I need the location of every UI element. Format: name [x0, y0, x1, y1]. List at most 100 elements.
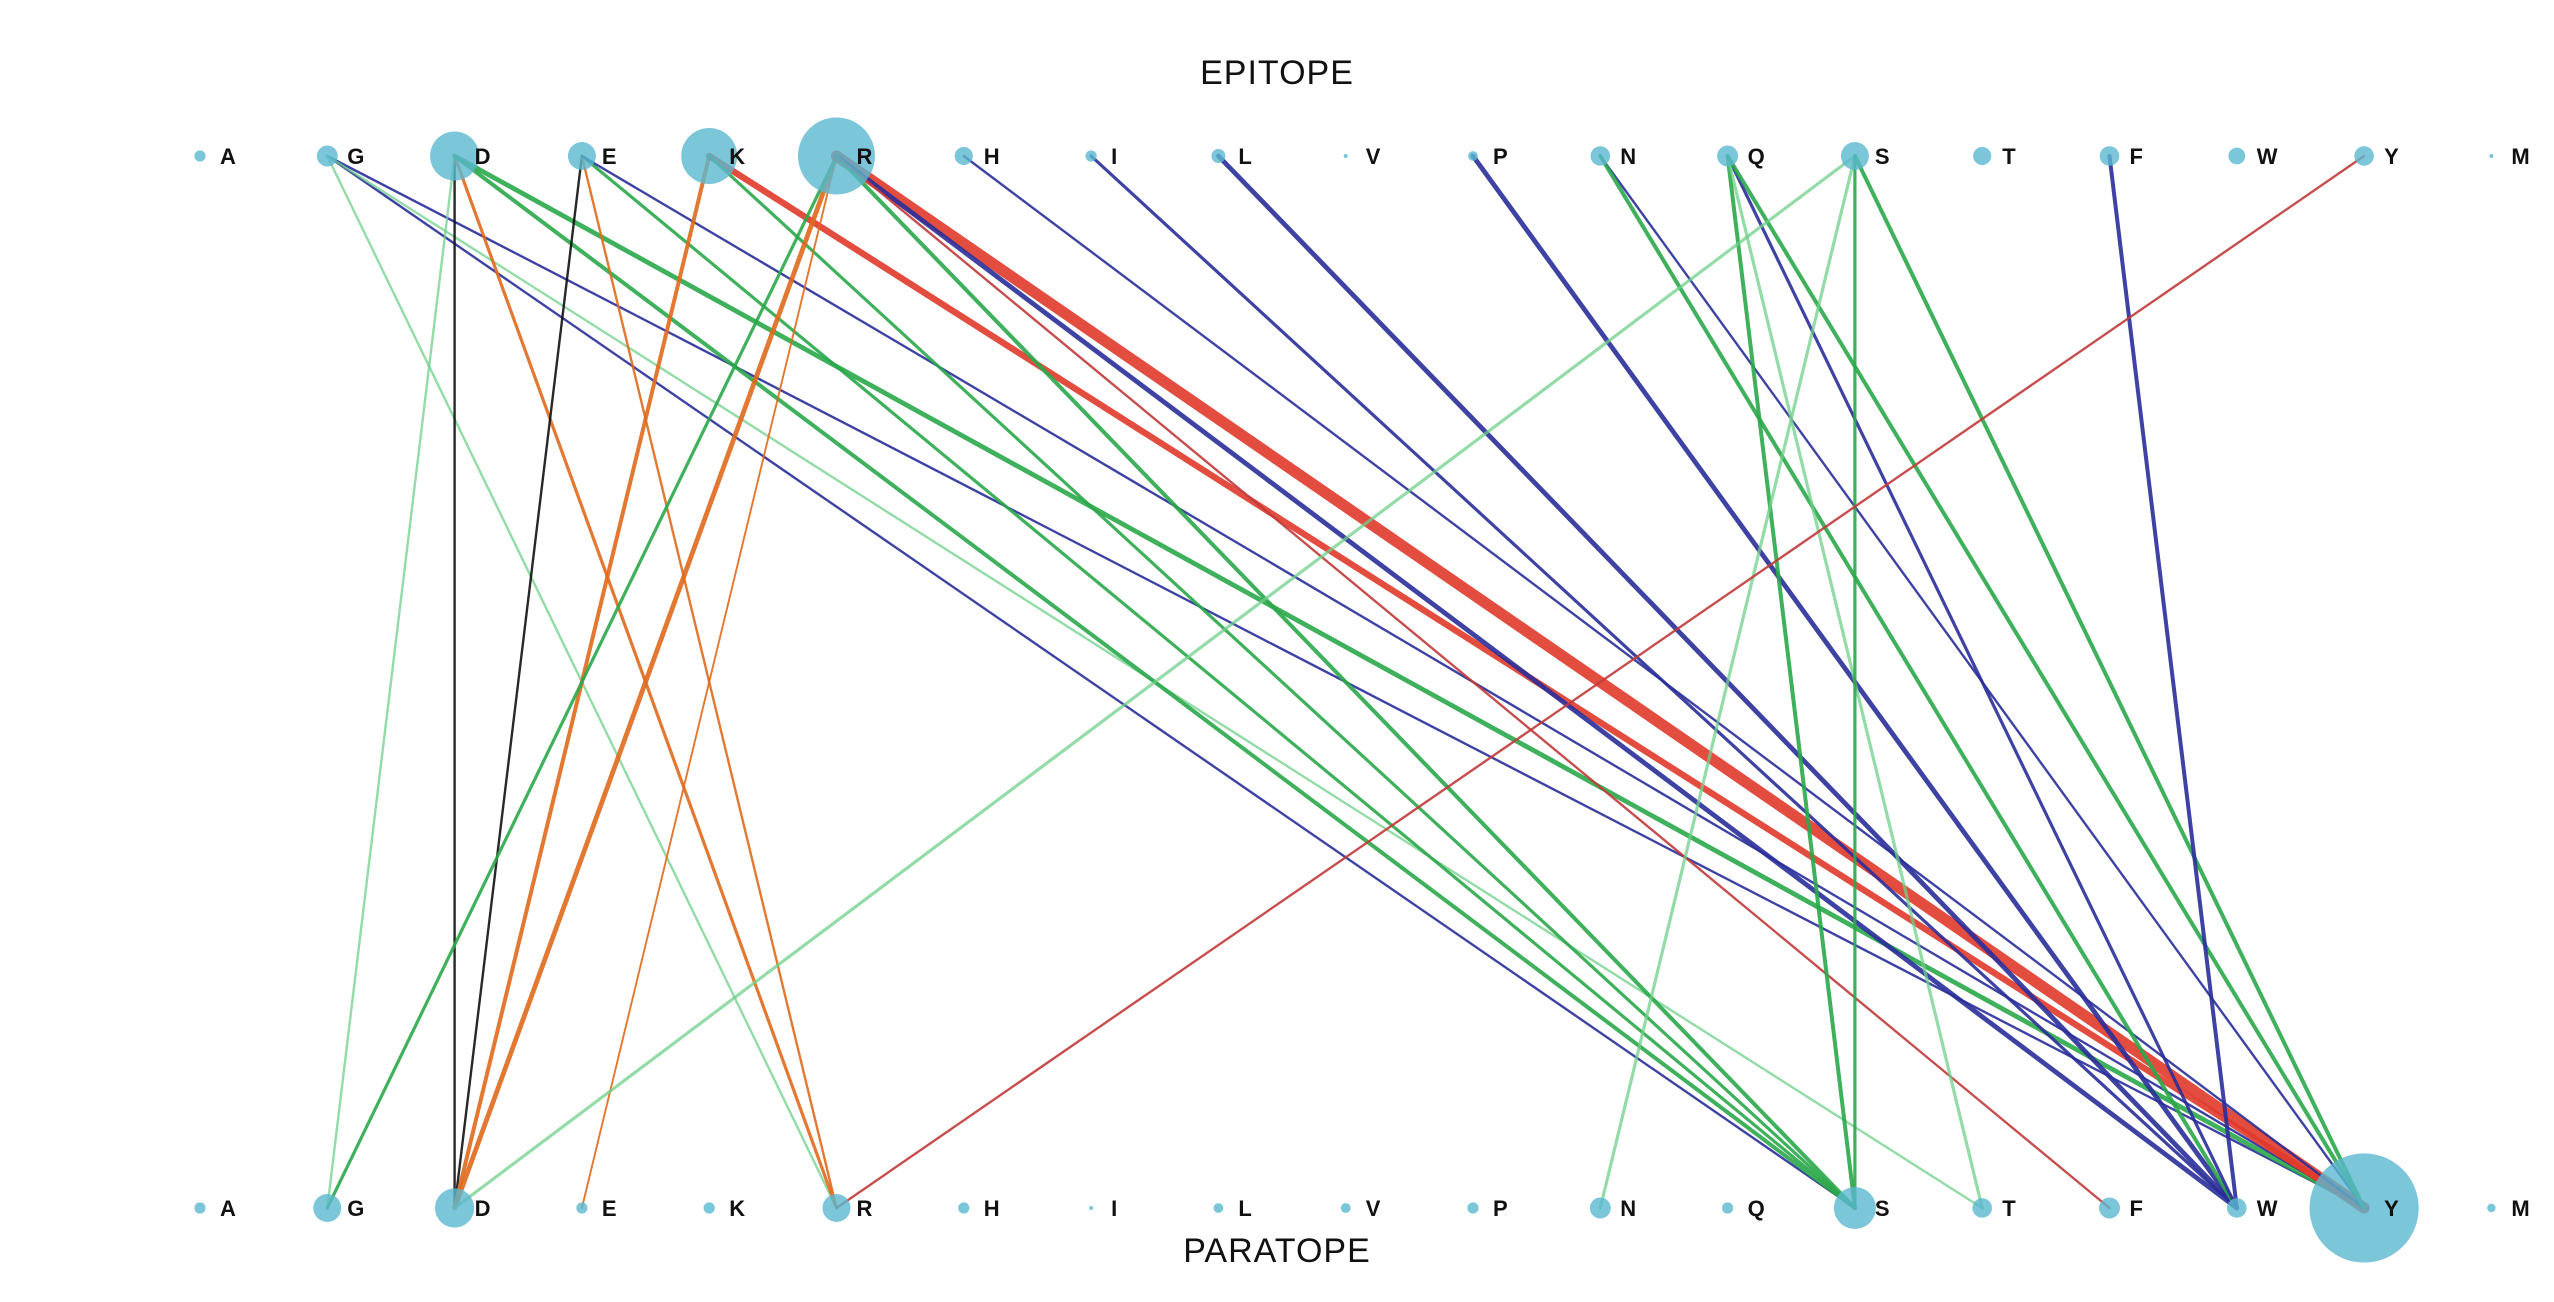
- edge-f-w: [2107, 154, 2239, 1210]
- paratope-node-d: [435, 1188, 475, 1228]
- paratope-label-d: D: [475, 1196, 491, 1221]
- edge-s-n: [1598, 154, 1857, 1210]
- epitope-node-k: [681, 128, 738, 184]
- paratope-label-e: E: [602, 1196, 617, 1221]
- edge-d-g: [326, 154, 456, 1210]
- epitope-node-n: [1590, 146, 1611, 166]
- epitope-label-d: D: [475, 144, 491, 169]
- epitope-node-r: [798, 117, 875, 195]
- paratope-node-e: [576, 1202, 588, 1214]
- paratope-label-a: A: [220, 1196, 236, 1221]
- paratope-node-n: [1589, 1197, 1611, 1219]
- edge-r-s: [834, 154, 1857, 1210]
- epitope-label-e: E: [602, 144, 617, 169]
- edge-y-r: [835, 154, 2366, 1210]
- paratope-node-f: [2099, 1197, 2120, 1219]
- epitope-node-q: [1717, 145, 1739, 167]
- edge-n-w: [1598, 154, 2239, 1210]
- epitope-node-i: [1085, 150, 1097, 162]
- epitope-label-q: Q: [1748, 144, 1765, 169]
- paratope-node-p: [1467, 1202, 1479, 1214]
- paratope-node-v: [1340, 1203, 1351, 1213]
- edge-g-s: [326, 154, 1857, 1210]
- edge-d-y: [452, 153, 2367, 1211]
- edge-r-d: [452, 153, 839, 1211]
- paratope-node-t: [1972, 1198, 1992, 1218]
- edge-i-w: [1089, 154, 2239, 1210]
- paratope-label-v: V: [1366, 1196, 1381, 1221]
- epitope-title: EPITOPE: [1200, 54, 1354, 92]
- epitope-node-d: [430, 131, 480, 181]
- edge-layer: [325, 150, 2370, 1214]
- epitope-node-s: [1840, 142, 1869, 170]
- epitope-label-k: K: [729, 144, 745, 169]
- edge-k-s: [707, 154, 1857, 1210]
- paratope-node-i: [1089, 1206, 1094, 1210]
- epitope-label-a: A: [220, 144, 236, 169]
- epitope-node-v: [1343, 154, 1348, 158]
- paratope-label-h: H: [984, 1196, 1000, 1221]
- epitope-label-p: P: [1493, 144, 1508, 169]
- paratope-node-a: [194, 1202, 206, 1214]
- paratope-node-m: [2487, 1203, 2496, 1213]
- paratope-label-i: I: [1111, 1196, 1117, 1221]
- epitope-node-p: [1468, 151, 1478, 161]
- edge-s-y: [1852, 154, 2367, 1210]
- node-layer: [194, 117, 2496, 1263]
- epitope-label-r: R: [857, 144, 873, 169]
- paratope-label-q: Q: [1748, 1196, 1765, 1221]
- epitope-node-e: [567, 142, 596, 170]
- paratope-label-y: Y: [2384, 1196, 2399, 1221]
- paratope-label-t: T: [2002, 1196, 2016, 1221]
- epitope-label-g: G: [347, 144, 364, 169]
- paratope-label-k: K: [729, 1196, 745, 1221]
- paratope-label-f: F: [2130, 1196, 2143, 1221]
- paratope-node-r: [822, 1194, 851, 1222]
- paratope-node-y: [2309, 1153, 2419, 1263]
- epitope-node-y: [2354, 146, 2374, 166]
- edge-e-d: [453, 154, 584, 1210]
- paratope-label-n: N: [1620, 1196, 1636, 1221]
- paratope-label-r: R: [857, 1196, 873, 1221]
- edge-r-e: [580, 155, 838, 1209]
- paratope-node-q: [1722, 1202, 1734, 1214]
- epitope-label-i: I: [1111, 144, 1117, 169]
- epitope-node-w: [2228, 147, 2246, 165]
- paratope-label-g: G: [347, 1196, 364, 1221]
- edge-q-w: [1725, 154, 2239, 1210]
- paratope-label-w: W: [2257, 1196, 2278, 1221]
- paratope-node-w: [2227, 1198, 2247, 1218]
- epitope-label-h: H: [984, 144, 1000, 169]
- epitope-node-t: [1973, 146, 1992, 166]
- epitope-label-w: W: [2257, 144, 2278, 169]
- epitope-node-f: [2099, 146, 2120, 166]
- edge-s-d: [453, 154, 1857, 1210]
- epitope-label-v: V: [1366, 144, 1381, 169]
- epitope-label-y: Y: [2384, 144, 2399, 169]
- epitope-node-a: [194, 150, 206, 162]
- edge-r-f: [835, 154, 2111, 1210]
- paratope-label-s: S: [1875, 1196, 1890, 1221]
- epitope-label-m: M: [2511, 144, 2529, 169]
- paratope-label-p: P: [1493, 1196, 1508, 1221]
- epitope-label-t: T: [2002, 144, 2016, 169]
- epitope-label-n: N: [1620, 144, 1636, 169]
- epitope-node-m: [2489, 154, 2494, 158]
- paratope-node-s: [1833, 1187, 1876, 1229]
- paratope-node-h: [958, 1202, 970, 1214]
- paratope-label-m: M: [2511, 1196, 2529, 1221]
- edge-q-y: [1725, 154, 2367, 1210]
- epitope-node-l: [1211, 149, 1226, 163]
- epitope-label-l: L: [1238, 144, 1251, 169]
- epitope-label-f: F: [2130, 144, 2143, 169]
- paratope-label-l: L: [1238, 1196, 1251, 1221]
- paratope-node-g: [313, 1194, 342, 1222]
- paratope-node-l: [1213, 1203, 1224, 1213]
- edge-r-w: [834, 153, 2240, 1211]
- label-layer: AGDEKRHILVPNQSTFWYMCAGDEKRHILVPNQSTFWYMC: [220, 144, 2530, 1221]
- epitope-label-s: S: [1875, 144, 1890, 169]
- edge-q-s: [1725, 154, 1857, 1210]
- paratope-title: PARATOPE: [1183, 1232, 1371, 1270]
- epitope-node-h: [954, 146, 973, 166]
